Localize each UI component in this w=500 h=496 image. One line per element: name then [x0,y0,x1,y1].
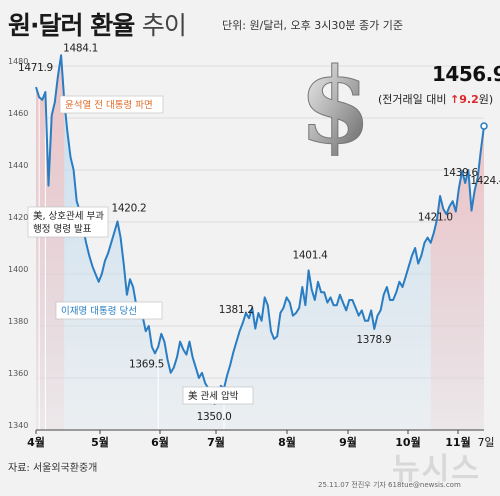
value-label: 1484.1 [63,42,98,54]
value-label: 1378.9 [356,334,391,346]
area-fill-blue [36,55,484,431]
value-label: 1471.9 [18,62,53,74]
x-tick-label: 11월 [445,435,470,449]
author-credit: 25.11.07 전진우 기자 618tue@newsis.com [318,481,461,489]
svg-text:$: $ [299,46,371,156]
value-label: 1424.4 [470,175,500,187]
event-label-text: 이재명 대통령 당선 [61,305,137,317]
y-tick-label: 1460 [8,109,28,118]
value-label: 1350.0 [197,411,232,423]
y-tick-label: 1340 [8,421,28,430]
event-label-box [182,386,254,405]
rate-change-prefix: (전거래일 대비 [378,93,447,106]
y-tick-label: 1480 [8,57,28,66]
y-tick-label: 1360 [8,369,28,378]
x-tick-label: 10월 [395,435,420,449]
x-tick-label: 7월 [207,435,225,449]
y-tick-label: 1420 [8,213,28,222]
event-label-text: 美, 상호관세 부과 [33,210,104,222]
up-arrow-icon: ↑ [450,93,460,106]
chart-unit: 단위: 원/달러, 오후 3시30분 종가 기준 [222,19,403,32]
x-tick-label: 5월 [91,435,109,449]
value-label: 1421.0 [418,211,453,223]
rate-line [35,54,485,405]
dollar-sign-icon: $ [298,46,371,156]
chart-title-main: 원·달러 환율 [8,11,135,40]
chart-title: 원·달러 환율 추이 [8,6,187,42]
x-tick-label: 6월 [151,435,169,449]
y-tick-label: 1400 [8,265,28,274]
title-bar: 원·달러 환율 추이 단위: 원/달러, 오후 3시30분 종가 기준 [0,0,500,50]
value-label: 1381.2 [219,304,254,316]
x-tick-label: 9월 [339,435,357,449]
event-label-text: 美 관세 압박 [188,390,239,402]
area-fill-red-april [36,55,65,431]
event-label-text: 행정 명령 발표 [33,223,92,235]
rate-change-suffix: 원) [478,93,494,106]
x-tick-label: 4월 [27,435,45,449]
value-label: 1439.6 [443,167,479,179]
event-label-box [59,95,164,114]
event-label-box [55,301,163,320]
newsis-watermark: 뉴시스 [392,452,481,487]
rate-change-amount: 9.2 [459,93,479,106]
event-label-text: 윤석열 전 대통령 파면 [65,99,153,111]
value-label: 1369.5 [129,358,164,370]
chart-title-sub: 추이 [141,11,187,40]
y-tick-label: 1440 [8,161,28,170]
value-label: 1401.4 [293,249,329,261]
x-tick-label: 8월 [278,435,296,449]
value-label: 1420.2 [111,202,146,214]
rate-change: (전거래일 대비 ↑9.2원) [378,91,493,107]
event-label-box [27,206,109,238]
x-end-label: 7일 [477,435,494,449]
source-note: 자료: 서울외국환중개 [8,463,98,474]
y-tick-label: 1380 [8,317,28,326]
latest-point [480,122,488,130]
current-rate-value: 1456.9 [432,62,500,86]
